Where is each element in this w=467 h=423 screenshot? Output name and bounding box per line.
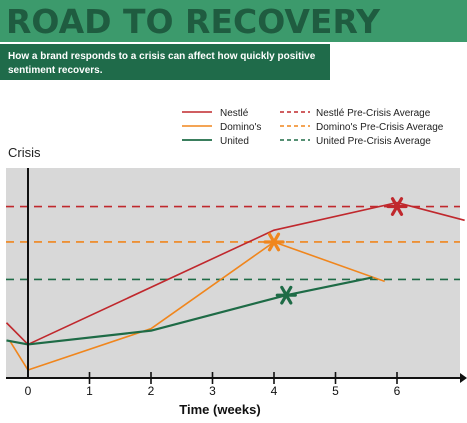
average-lines: [6, 205, 460, 281]
x-tick-label: 2: [148, 384, 155, 398]
legend-label-dominos: Domino's: [220, 122, 261, 133]
x-tick-label: 6: [394, 384, 401, 398]
legend-label-nestle: Nestlé: [220, 108, 249, 119]
subtitle-banner: [0, 44, 330, 80]
subtitle-line-2: sentiment recovers.: [8, 65, 103, 76]
series-line-nestle: [5, 201, 465, 346]
x-tick-label: 3: [209, 384, 216, 398]
x-axis-arrow-icon: [460, 373, 467, 383]
legend-label-dominos-avg: Domino's Pre-Crisis Average: [316, 122, 444, 133]
legend-label-united-avg: United Pre-Crisis Average: [316, 136, 431, 147]
x-tick-label: 0: [25, 384, 32, 398]
chart-title: ROAD TO RECOVERY: [6, 2, 381, 41]
crisis-label: Crisis: [8, 145, 41, 160]
series-line-united: [6, 276, 373, 346]
x-tick-label: 1: [86, 384, 93, 398]
x-tick-label: 5: [332, 384, 339, 398]
recovery-marker-dominos: [263, 232, 285, 252]
x-axis-label: Time (weeks): [179, 402, 260, 417]
series-lines: [5, 201, 465, 371]
legend-label-nestle-avg: Nestlé Pre-Crisis Average: [316, 108, 431, 119]
title-banner: [0, 0, 467, 42]
legend: Nestlé Domino's United Nestlé Pre-Crisis…: [182, 108, 444, 147]
recovery-markers: [263, 197, 408, 305]
x-ticks: 0 1 2 3 4 5 6: [25, 372, 401, 398]
legend-label-united: United: [220, 136, 249, 147]
recovery-marker-nestle: [386, 197, 408, 216]
x-tick-label: 4: [271, 384, 278, 398]
plot-background: [6, 168, 460, 378]
subtitle-line-1: How a brand responds to a crisis can aff…: [8, 51, 316, 62]
series-line-dominos: [8, 241, 385, 371]
recovery-marker-united: [275, 285, 297, 305]
